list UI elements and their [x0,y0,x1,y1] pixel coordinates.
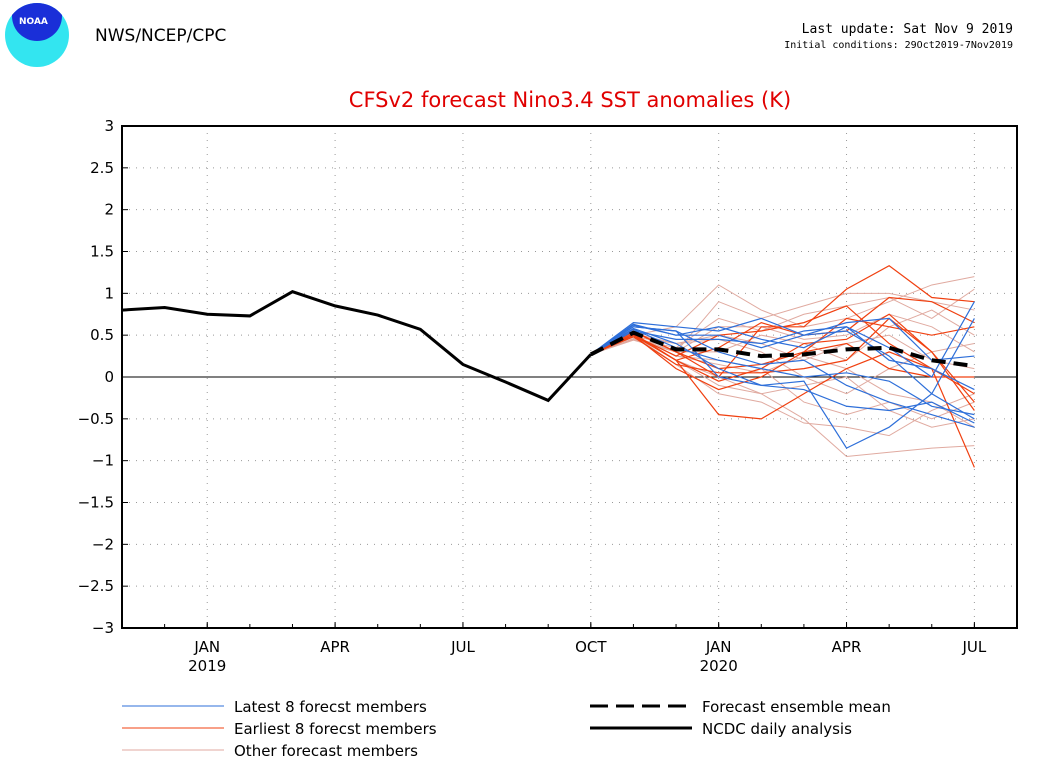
y-tick-label: 0.5 [90,326,114,344]
latest-member-line [590,326,975,391]
agency-label: NWS/NCEP/CPC [95,26,227,46]
initial-conditions: Initial conditions: 29Oct2019-7Nov2019 [784,40,1013,51]
latest-member-line [590,318,975,449]
legend-earliest-label: Earliest 8 forecst members [234,720,437,738]
other-member-line [590,334,975,437]
y-tick-label: 3 [104,117,114,135]
earliest-member-line [590,317,975,411]
y-tick-label: −3 [92,619,114,637]
y-tick-label: −2.5 [78,577,114,595]
y-tick-label: 2 [104,201,114,219]
x-tick-label: APR [320,638,350,656]
legend-mean-label: Forecast ensemble mean [702,698,891,716]
latest-member-line [590,317,975,420]
plot-frame [121,125,1018,629]
earliest-member-line [590,296,975,361]
y-tick-label: −0.5 [78,410,114,428]
y-tick-label: −1 [92,452,114,470]
analysis-line [121,290,592,403]
x-tick-label: APR [832,638,862,656]
y-tick-label: 1 [104,284,114,302]
y-tick-label: 1.5 [90,243,114,261]
y-tick-label: −1.5 [78,494,114,512]
x-tick-label: JAN [193,638,220,656]
x-tick-label: JUL [961,638,986,656]
x-tick-year: 2019 [188,657,226,675]
chart-title: CFSv2 forecast Nino3.4 SST anomalies (K) [348,88,792,112]
earliest-member-line [590,317,975,391]
y-tick-label: −2 [92,535,114,553]
x-tick-label: JUL [450,638,475,656]
legend-latest-label: Latest 8 forecst members [234,698,427,716]
legend-other-label: Other forecast members [234,742,418,760]
y-tick-label: 2.5 [90,159,114,177]
latest-member-line [590,326,975,424]
noaa-logo: NOAA [5,3,69,67]
other-member-line [590,276,975,355]
x-tick-year: 2020 [700,657,738,675]
legend-analysis-label: NCDC daily analysis [702,720,852,738]
last-update: Last update: Sat Nov 9 2019 [801,22,1013,37]
latest-member-line [590,328,975,416]
other-member-line [590,313,975,355]
x-tick-label: OCT [575,638,607,656]
latest-member-line [590,317,975,361]
x-tick-label: JAN [705,638,732,656]
y-tick-label: 0 [104,368,114,386]
ensemble-mean-line [589,330,975,369]
